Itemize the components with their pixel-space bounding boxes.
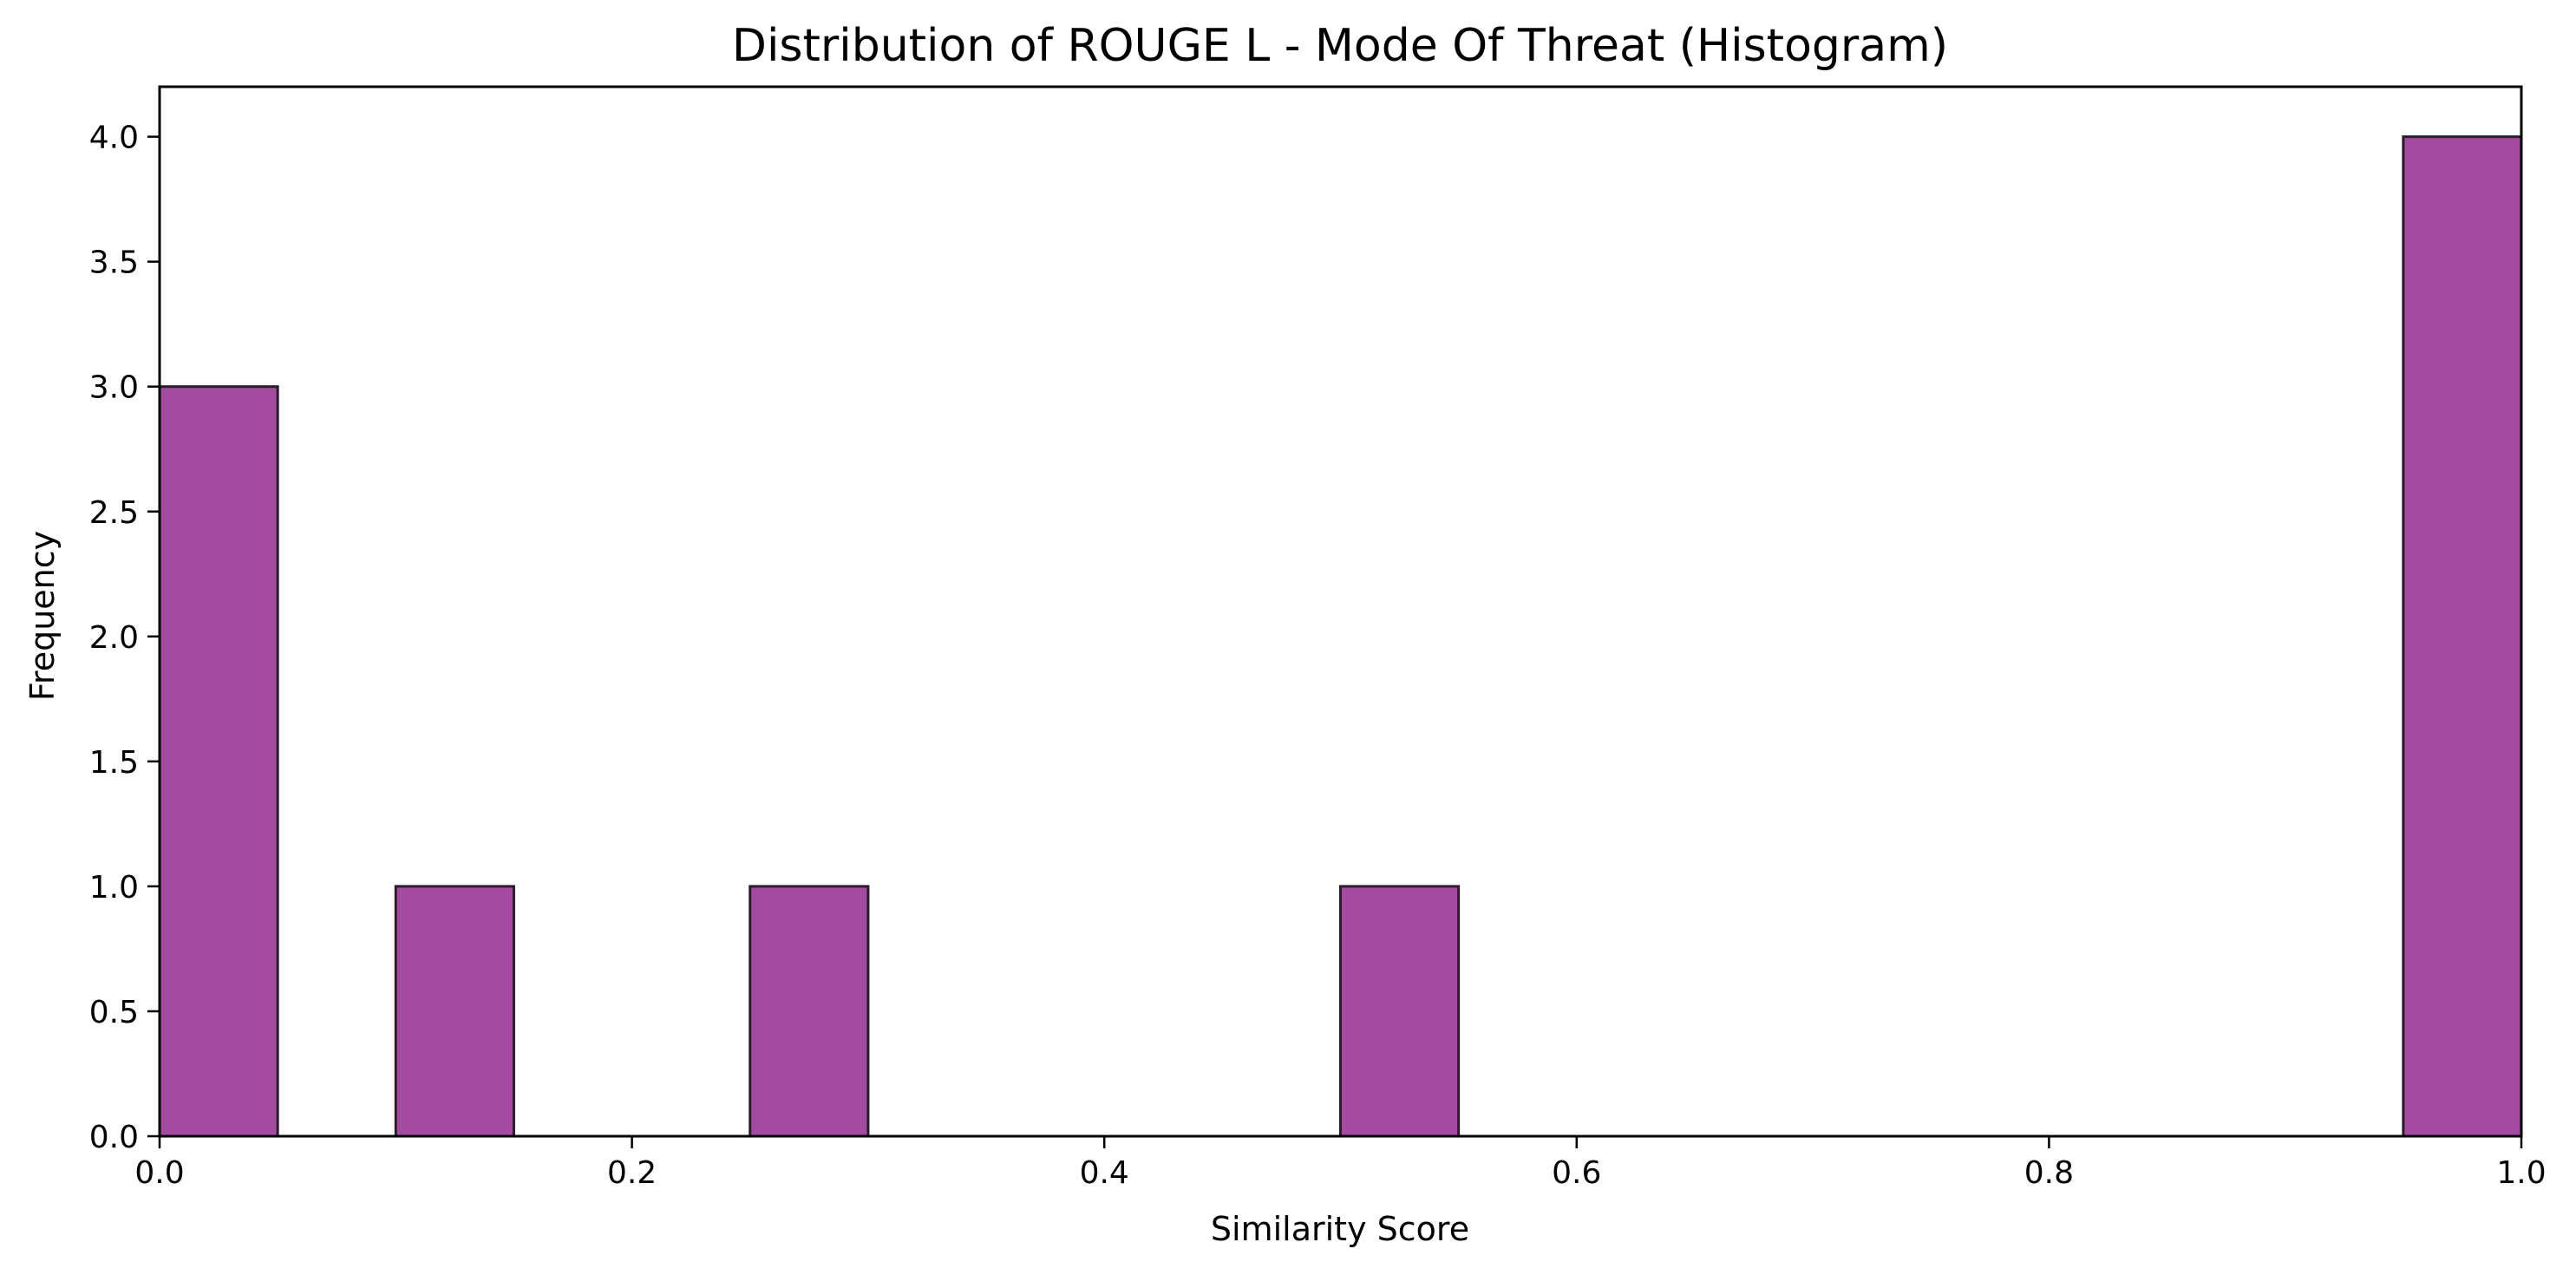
x-tick-label-1: 0.2	[607, 1155, 657, 1191]
histogram-bar-5	[749, 885, 870, 1138]
x-tick-label-5: 1.0	[2496, 1155, 2546, 1191]
histogram-bar-2	[394, 885, 515, 1138]
x-tick-label-2: 0.4	[1080, 1155, 1129, 1191]
y-tick-label-2: 1.0	[89, 870, 139, 906]
y-tick-label-1: 0.5	[89, 995, 139, 1030]
x-tick-label-3: 0.6	[1552, 1155, 1601, 1191]
x-tick-label-4: 0.8	[2024, 1155, 2074, 1191]
y-tick-label-4: 2.0	[89, 620, 139, 656]
histogram-bar-19	[2402, 135, 2523, 1138]
x-tick-label-0: 0.0	[134, 1155, 184, 1191]
y-tick-label-0: 0.0	[89, 1120, 139, 1155]
axes-layer: 0.0 0.2 0.4 0.6 0.8 1.0 0.0 0.5 1.0 1.5 2.0 2.5 3.0 3…	[89, 85, 2547, 1191]
chart-title: Distribution of ROUGE L - Mode Of Threat…	[732, 20, 1948, 72]
plot-frame	[158, 85, 2523, 1138]
x-axis-label: Similarity Score	[1211, 1210, 1469, 1248]
histogram-bar-0	[158, 385, 279, 1138]
y-axis-label: Frequency	[23, 531, 62, 701]
y-tick-label-3: 1.5	[89, 745, 139, 781]
y-tick-label-6: 3.0	[89, 370, 139, 406]
bars-layer	[158, 135, 2523, 1138]
histogram-bar-10	[1339, 885, 1461, 1138]
y-tick-label-5: 2.5	[89, 495, 139, 531]
y-tick-label-8: 4.0	[89, 121, 139, 156]
y-tick-label-7: 3.5	[89, 245, 139, 281]
